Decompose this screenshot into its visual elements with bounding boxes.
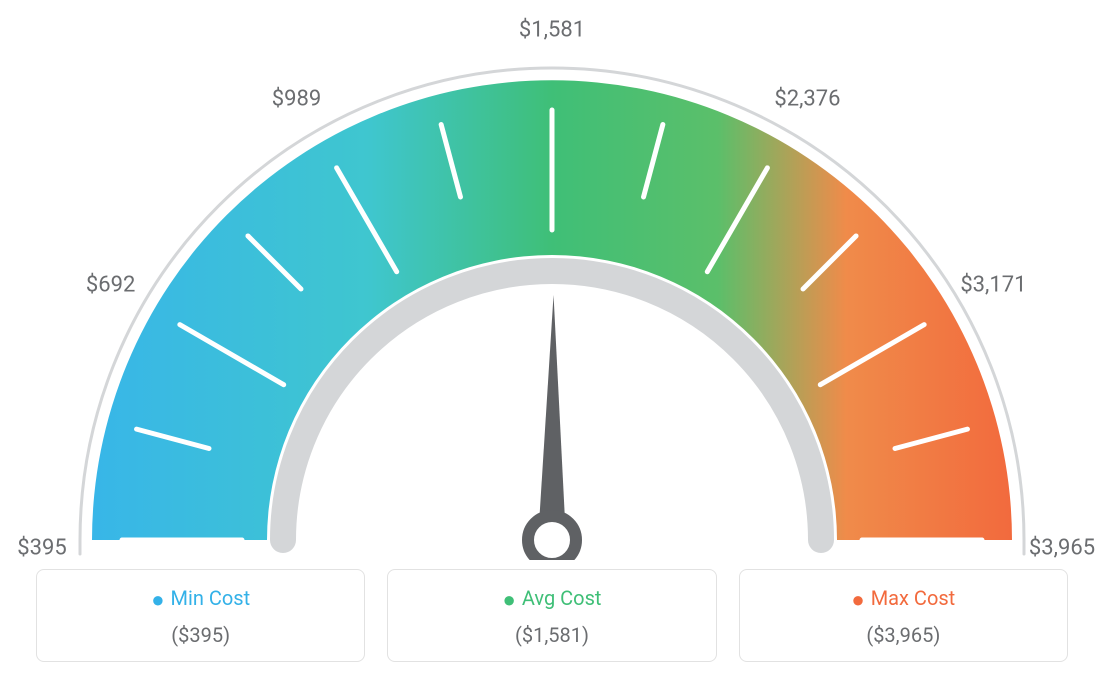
gauge-svg bbox=[0, 0, 1104, 560]
legend-label-max: Max Cost bbox=[871, 586, 956, 610]
legend-value-max: ($3,965) bbox=[750, 623, 1057, 647]
legend-title-max: ● Max Cost bbox=[750, 586, 1057, 613]
legend-dot-avg: ● bbox=[503, 588, 516, 613]
cost-gauge-chart: $395 $692 $989 $1,581 $2,376 $3,171 $3,965 ● Mi… bbox=[0, 0, 1104, 690]
legend-card-max: ● Max Cost ($3,965) bbox=[739, 569, 1068, 662]
gauge-tick-label: $989 bbox=[272, 86, 321, 111]
gauge-tick-label: $2,376 bbox=[774, 86, 840, 111]
legend-title-avg: ●Avg Cost bbox=[398, 586, 705, 613]
gauge-tick-label: $692 bbox=[86, 272, 135, 297]
gauge-tick-label: $395 bbox=[17, 536, 66, 561]
legend-card-min: ● Min Cost ($395) bbox=[36, 569, 365, 662]
legend-label-avg: Avg Cost bbox=[522, 586, 602, 610]
legend-row: ●Min Cost ($395) ●Avg Cost ($1,581) ●Max… bbox=[36, 569, 1068, 662]
gauge-tick-label: $1,581 bbox=[519, 18, 585, 43]
legend-title-min: ● Min Cost bbox=[47, 586, 354, 613]
gauge-tick-label: $3,171 bbox=[960, 272, 1026, 297]
legend-value-avg: ($1,581) bbox=[398, 623, 705, 647]
gauge-tick-label: $3,965 bbox=[1029, 536, 1095, 561]
legend-value-min: ($395) bbox=[47, 623, 354, 647]
legend-dot-max: ● bbox=[851, 588, 864, 613]
legend-card-avg: ●Avg Cost ($1,581) bbox=[387, 569, 716, 662]
gauge-area: $395 $692 $989 $1,581 $2,376 $3,171 $3,965 bbox=[0, 0, 1104, 560]
legend-label-min: Min Cost bbox=[171, 586, 251, 610]
legend-dot-min: ● bbox=[151, 588, 164, 613]
